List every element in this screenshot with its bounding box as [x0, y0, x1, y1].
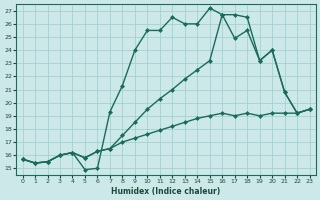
- X-axis label: Humidex (Indice chaleur): Humidex (Indice chaleur): [111, 187, 221, 196]
